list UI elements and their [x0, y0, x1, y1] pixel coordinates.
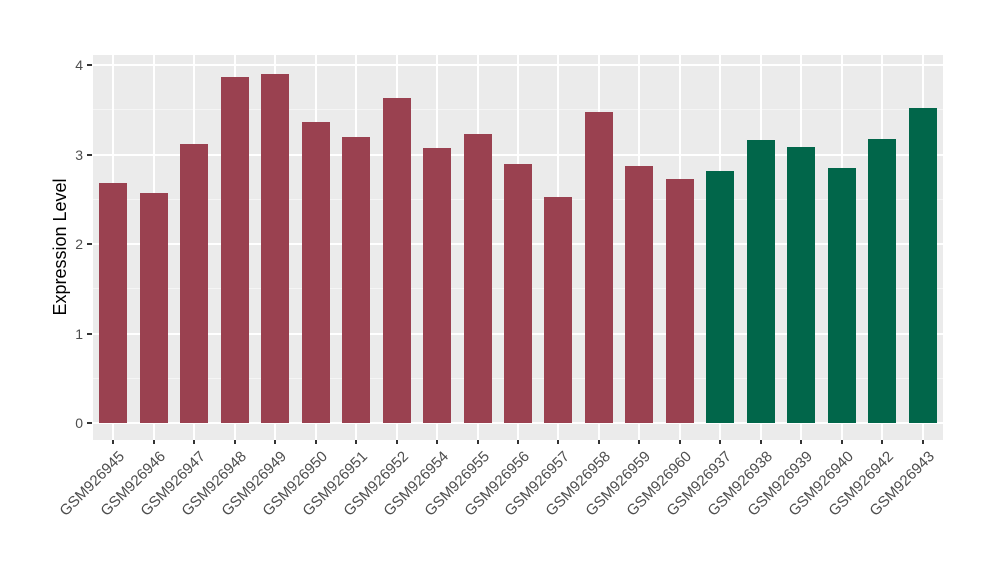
x-tick-mark [152, 440, 155, 444]
bar-GSM926938 [746, 140, 775, 423]
y-tick-label: 1 [75, 325, 83, 342]
bar-GSM926939 [787, 147, 816, 423]
y-tick-mark [87, 422, 92, 424]
x-tick-mark [759, 440, 762, 444]
bar-GSM926937 [706, 170, 735, 423]
bar-GSM926960 [665, 178, 694, 423]
y-tick-label: 2 [75, 236, 83, 252]
bar-GSM926954 [423, 148, 452, 423]
x-tick-mark [881, 440, 884, 444]
x-tick-mark [274, 440, 277, 444]
x-tick-mark [112, 440, 115, 444]
y-tick-label: 3 [75, 146, 83, 163]
y-tick-mark [87, 243, 92, 245]
bar-GSM926946 [139, 192, 168, 423]
x-tick-mark [314, 440, 317, 444]
y-tick-mark [87, 153, 92, 156]
bar-GSM926942 [868, 139, 897, 423]
bar-GSM926957 [544, 197, 573, 423]
y-tick-mark [87, 64, 92, 66]
x-tick-mark [719, 440, 722, 444]
x-tick-mark [638, 440, 641, 444]
x-tick-mark [678, 440, 681, 444]
y-tick-label: 0 [75, 415, 83, 431]
x-tick-mark [395, 440, 398, 444]
bar-GSM926955 [463, 133, 492, 423]
x-tick-mark [921, 440, 924, 444]
x-tick-mark [193, 440, 196, 444]
bar-GSM926958 [584, 111, 613, 423]
x-tick-mark [355, 440, 358, 444]
bar-GSM926951 [342, 136, 371, 423]
x-tick-mark [557, 440, 560, 444]
bar-GSM926940 [827, 167, 856, 423]
bar-GSM926945 [99, 183, 128, 423]
bar-GSM926950 [301, 122, 330, 423]
x-tick-mark [597, 440, 600, 444]
x-tick-mark [800, 440, 803, 444]
y-tick-mark [87, 332, 92, 335]
x-tick-mark [517, 440, 519, 444]
bar-GSM926959 [625, 166, 654, 423]
bar-GSM926947 [180, 143, 209, 423]
x-tick-mark [476, 440, 479, 444]
x-tick-mark [233, 440, 236, 444]
bar-GSM926949 [261, 73, 290, 423]
bar-GSM926956 [504, 164, 532, 423]
bar-GSM926943 [908, 107, 937, 423]
x-tick-mark [840, 440, 843, 444]
bar-GSM926952 [382, 98, 411, 423]
y-tick-label: 4 [75, 57, 83, 73]
x-tick-mark [436, 440, 439, 444]
bar-GSM926948 [220, 76, 249, 423]
